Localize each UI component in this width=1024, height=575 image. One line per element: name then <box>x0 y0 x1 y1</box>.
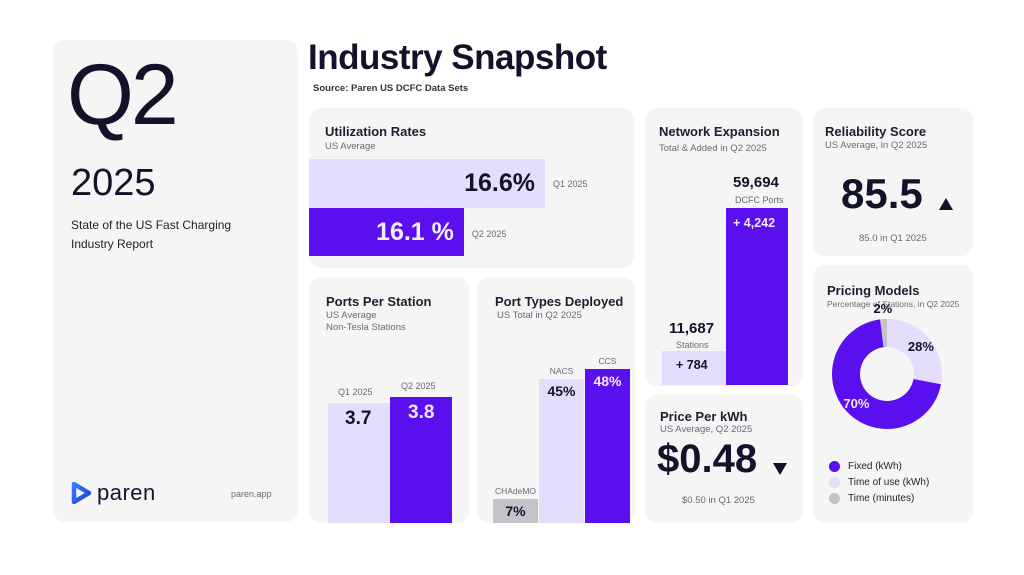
donut-slice-time-minutes <box>880 319 887 348</box>
network-expansion-card: Network Expansion Total & Added in Q2 20… <box>645 108 803 386</box>
brand-name: paren <box>97 480 156 505</box>
price-per-kwh-card: Price Per kWh US Average, Q2 2025 $0.48 … <box>645 395 803 523</box>
stations-label: Stations <box>676 340 709 350</box>
port-type-label-nacs: NACS <box>549 365 574 376</box>
utilization-value-q1: 16.6% <box>464 169 535 197</box>
port-type-label-ccs: CCS <box>598 356 617 366</box>
ports-label: DCFC Ports <box>735 195 784 205</box>
card-subtitle-1: US Average <box>326 310 377 321</box>
ports-per-station-card: Ports Per Station US Average Non-Tesla S… <box>309 277 469 523</box>
legend-label: Time of use (kWh) <box>848 476 930 488</box>
port-type-value-nacs: 45% <box>547 382 576 399</box>
ports-bar-q2 <box>390 397 452 523</box>
donut-label-fixed: 70% <box>843 396 869 411</box>
card-subtitle: US Average, in Q2 2025 <box>825 140 928 151</box>
trend-up-icon <box>939 198 953 210</box>
reliability-score-card: Reliability Score US Average, in Q2 2025… <box>813 108 973 256</box>
reliability-value: 85.5 <box>841 170 923 217</box>
card-title: Port Types Deployed <box>495 294 624 309</box>
utilization-label-q1: Q1 2025 <box>553 179 588 189</box>
legend-swatch-icon <box>829 476 840 488</box>
port-type-value-ccs: 48% <box>593 373 622 389</box>
reliability-comparison: 85.0 in Q1 2025 <box>859 233 927 244</box>
ports-total: 59,694 <box>733 174 779 191</box>
ports-value-q2: 3.8 <box>408 402 435 423</box>
card-subtitle: US Total in Q2 2025 <box>497 310 582 321</box>
donut-label-time-of-use: 28% <box>908 339 934 354</box>
donut-label-time-minutes: 2% <box>873 301 892 316</box>
ports-added: + 4,242 <box>733 216 776 230</box>
port-type-value-chademo: 7% <box>505 503 526 519</box>
stations-total: 11,687 <box>669 320 715 337</box>
page-title: Industry Snapshot <box>308 38 607 77</box>
utilization-bar-q1 <box>309 159 545 208</box>
donut-slice-time-of-use <box>887 319 942 385</box>
source-note: Source: Paren US DCFC Data Sets <box>313 83 469 94</box>
report-cover-card: Q2 2025 State of the US Fast Charging In… <box>53 40 298 522</box>
utilization-label-q2: Q2 2025 <box>471 229 507 239</box>
stations-added: + 784 <box>676 358 708 372</box>
price-comparison: $0.50 in Q1 2025 <box>682 495 755 506</box>
card-title: Utilization Rates <box>325 124 427 139</box>
donut-slice-fixed <box>832 319 942 429</box>
site-link[interactable]: paren.app <box>231 489 272 499</box>
legend-label: Time (minutes) <box>848 492 915 504</box>
report-title: State of the US Fast Charging Industry R… <box>71 218 232 251</box>
utilization-bar-q2 <box>309 208 464 256</box>
ports-bar <box>726 208 788 385</box>
port-type-bar-nacs <box>539 378 584 523</box>
legend-label: Fixed (kWh) <box>848 460 902 472</box>
port-type-bar-ccs <box>585 369 630 523</box>
card-subtitle: US Average <box>325 141 376 152</box>
quarter-label: Q2 <box>67 47 179 143</box>
card-subtitle-2: Non-Tesla Stations <box>326 322 406 333</box>
card-title: Price Per kWh <box>660 409 748 424</box>
ports-label-q2: Q2 2025 <box>401 381 436 391</box>
price-value: $0.48 <box>657 437 758 481</box>
legend-item-time-of-use: Time of use (kWh) <box>829 474 929 490</box>
utilization-card: Utilization Rates US Average 16.6% 16.1 … <box>309 108 634 268</box>
legend-item-fixed: Fixed (kWh) <box>829 458 929 474</box>
card-title: Pricing Models <box>827 283 920 298</box>
pricing-models-card: Pricing Models Percentage of Stations, i… <box>813 265 973 523</box>
ports-value-q1: 3.7 <box>345 408 372 430</box>
card-title: Reliability Score <box>825 124 927 139</box>
stations-bar <box>662 351 726 385</box>
card-subtitle: US Average, Q2 2025 <box>660 424 753 435</box>
port-type-bar-chademo <box>493 499 538 523</box>
utilization-value-q2: 16.1 % <box>376 218 454 246</box>
trend-down-icon <box>773 463 787 475</box>
card-title: Network Expansion <box>659 124 780 139</box>
legend-swatch-icon <box>829 460 840 472</box>
card-subtitle: Percentage of Stations, in Q2 2025 <box>827 299 960 309</box>
paren-logo-icon <box>71 482 91 504</box>
ports-label-q1: Q1 2025 <box>338 387 373 398</box>
pricing-donut-chart: 70% 28% 2% <box>832 301 942 429</box>
card-subtitle: Total & Added in Q2 2025 <box>659 143 767 154</box>
port-types-card: Port Types Deployed US Total in Q2 2025 … <box>477 277 635 523</box>
legend-swatch-icon <box>829 492 840 504</box>
paren-logo: paren <box>71 480 156 506</box>
card-title: Ports Per Station <box>326 294 432 309</box>
ports-bar-q1 <box>328 403 390 523</box>
port-type-label-chademo: CHAdeMO <box>494 486 537 496</box>
legend-item-time-minutes: Time (minutes) <box>829 490 929 506</box>
year-label: 2025 <box>71 162 156 204</box>
